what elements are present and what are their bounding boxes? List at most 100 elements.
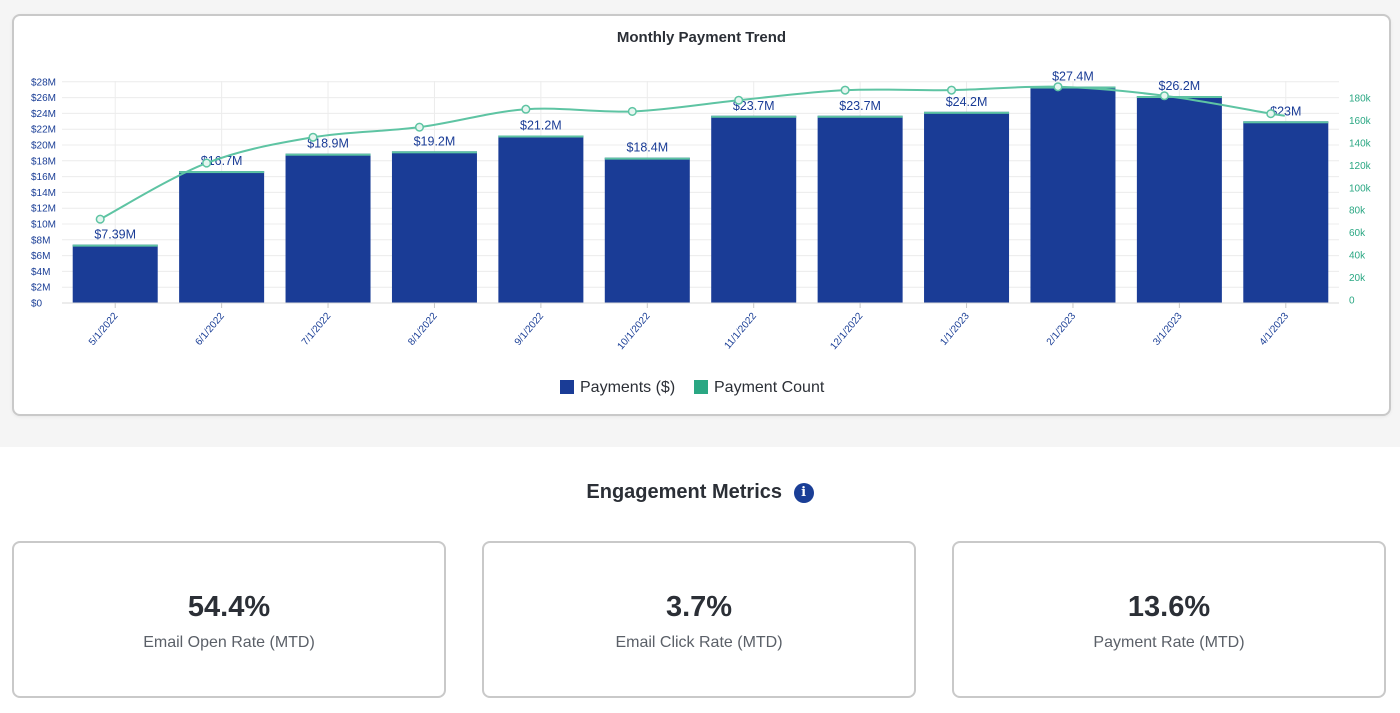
bar-cap (72, 244, 158, 247)
left-axis-tick-label: $22M (31, 125, 56, 136)
bar-cap (179, 171, 265, 174)
bar-cap (604, 157, 690, 160)
legend-label-payment-count: Payment Count (714, 379, 825, 396)
payment-count-point (1266, 109, 1276, 119)
left-axis-tick-label: $6M (31, 251, 50, 262)
left-axis-tick-label: $20M (31, 141, 56, 152)
bar (924, 111, 1010, 303)
bar-cap (711, 115, 797, 118)
right-axis-tick-label: 120k (1349, 161, 1372, 172)
bar-data-label: $21.2M (520, 119, 562, 133)
left-axis-tick-label: $28M (31, 77, 56, 88)
right-axis-tick-label: 0 (1349, 296, 1355, 307)
bar-cap (1243, 121, 1329, 124)
x-axis-tick-label: 5/1/2022 (87, 311, 121, 348)
left-axis-tick-label: $26M (31, 93, 56, 104)
payment-trend-chart: Monthly Payment Trend $0 $2M $4M $6M $8M $10M $… (31, 29, 1372, 396)
bar-data-label: $23.7M (733, 99, 775, 113)
x-axis-tick-label: 4/1/2023 (1258, 311, 1292, 348)
bar-data-label: $27.4M (1052, 70, 1094, 84)
bar (604, 157, 690, 303)
right-axis-tick-label: 20k (1349, 273, 1366, 284)
left-axis-tick-label: $0 (31, 299, 43, 310)
bar (711, 115, 797, 304)
bar-cap (924, 111, 1010, 114)
chart-title: Monthly Payment Trend (617, 29, 786, 46)
right-axis-tick-label: 60k (1349, 228, 1366, 239)
x-axis-tick-label: 9/1/2022 (513, 311, 547, 348)
bar (179, 171, 265, 303)
payment-count-point (840, 85, 850, 95)
metric-label: Payment Rate (MTD) (1093, 634, 1245, 651)
bar-data-label: $23.7M (839, 99, 881, 113)
bar (1243, 121, 1329, 303)
payment-count-point (308, 132, 318, 142)
left-axis-tick-label: $12M (31, 204, 56, 215)
payment-count-point (521, 104, 531, 114)
right-axis-tick-label: 80k (1349, 206, 1366, 217)
bar (817, 115, 903, 304)
legend-swatch-payment-count (694, 380, 708, 394)
bar-cap (285, 153, 371, 156)
payment-count-point (734, 95, 744, 105)
bar-cap (498, 135, 584, 138)
left-axis-tick-label: $8M (31, 235, 50, 246)
bar-cap (391, 151, 477, 154)
metric-label: Email Open Rate (MTD) (143, 634, 315, 651)
metric-card-email-click-rate: 3.7% Email Click Rate (MTD) (482, 541, 916, 698)
bar-data-label: $26.2M (1159, 79, 1201, 93)
right-axis-tick-label: 140k (1349, 138, 1372, 149)
right-axis-tick-label: 100k (1349, 183, 1372, 194)
metric-label: Email Click Rate (MTD) (615, 634, 783, 651)
x-axis-tick-label: 7/1/2022 (300, 311, 334, 348)
bar (1136, 96, 1222, 304)
bar (72, 244, 158, 303)
bar-data-label: $23M (1270, 104, 1301, 118)
x-axis-tick-label: 11/1/2022 (722, 311, 759, 352)
info-icon[interactable]: i (793, 482, 814, 503)
payment-count-point (627, 106, 637, 117)
payment-count-line (99, 85, 1285, 221)
metric-card-email-open-rate: 54.4% Email Open Rate (MTD) (12, 541, 446, 698)
payment-count-point (1053, 82, 1063, 92)
left-axis-tick-label: $2M (31, 283, 50, 294)
bar-data-label: $16.7M (201, 154, 243, 168)
x-axis-tick-label: 6/1/2022 (193, 311, 227, 348)
bar-data-label: $24.2M (946, 95, 988, 109)
payment-count-point (946, 85, 957, 95)
metric-value: 3.7% (665, 591, 733, 623)
bar-data-label: $7.39M (94, 228, 136, 242)
legend-swatch-payments (560, 380, 574, 394)
x-axis-tick-label: 2/1/2023 (1045, 311, 1079, 348)
left-axis-tick-label: $10M (31, 220, 56, 231)
engagement-metrics-title: Engagement Metrics (586, 481, 783, 504)
x-axis-tick-label: 1/1/2023 (938, 311, 972, 348)
right-axis-tick-label: 40k (1349, 251, 1366, 262)
metric-value: 13.6% (1127, 591, 1211, 623)
left-axis-tick-label: $14M (31, 188, 56, 199)
left-axis-tick-label: $18M (31, 156, 56, 167)
x-axis-tick-label: 10/1/2022 (616, 311, 653, 352)
payment-count-point (95, 214, 105, 224)
left-axis-tick-label: $16M (31, 172, 56, 183)
left-axis-tick-label: $24M (31, 109, 56, 120)
bar-data-label: $18.4M (626, 141, 668, 155)
right-axis-tick-label: 160k (1349, 116, 1372, 127)
bar (391, 151, 477, 303)
bar (498, 135, 584, 303)
x-axis-tick-label: 8/1/2022 (406, 311, 440, 348)
payment-count-point (414, 122, 425, 132)
legend-label-payments: Payments ($) (580, 379, 675, 396)
bar (1030, 86, 1116, 303)
payment-count-point (1159, 91, 1169, 101)
bar-cap (817, 115, 903, 118)
bar (285, 153, 371, 303)
bar-data-label: $18.9M (307, 137, 349, 151)
payment-trend-card: Monthly Payment Trend $0 $2M $4M $6M $8M $10M $… (12, 14, 1391, 416)
x-axis-tick-label: 3/1/2023 (1151, 311, 1185, 348)
bar-data-label: $19.2M (414, 134, 456, 148)
left-axis-tick-label: $4M (31, 267, 50, 278)
metric-value: 54.4% (187, 591, 271, 623)
metric-card-payment-rate: 13.6% Payment Rate (MTD) (952, 541, 1386, 698)
engagement-metrics-header: Engagement Metrics i (0, 481, 1400, 504)
